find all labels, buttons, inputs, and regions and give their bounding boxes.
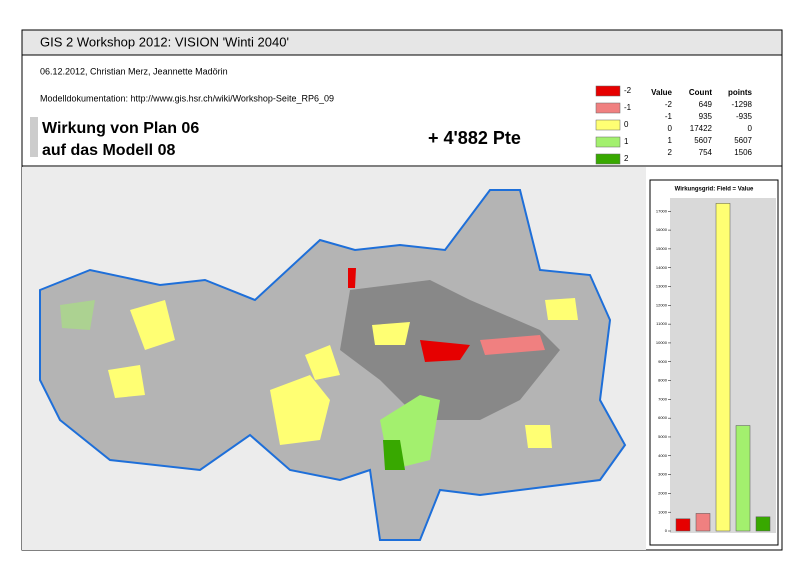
patch	[348, 268, 356, 288]
patch	[270, 375, 330, 445]
legend-label: 2	[624, 154, 629, 163]
legend-header: Count	[689, 88, 712, 97]
y-tick-label: 17000	[656, 208, 668, 213]
y-tick-label: 0	[665, 528, 668, 533]
y-tick-label: 10000	[656, 340, 668, 345]
legend-cell: 649	[699, 100, 713, 109]
bar	[675, 518, 691, 532]
legend-swatch	[595, 119, 621, 131]
authors: 06.12.2012, Christian Merz, Jeannette Ma…	[40, 66, 228, 76]
patch	[383, 440, 405, 470]
legend-label: -2	[624, 86, 632, 95]
y-tick-label: 14000	[656, 265, 668, 270]
legend-cell: 1506	[734, 148, 752, 157]
legend-cell: -1298	[732, 100, 753, 109]
patch	[305, 345, 340, 380]
legend-cell: -2	[665, 100, 673, 109]
legend-cell: 935	[699, 112, 713, 121]
legend-label: 0	[624, 120, 629, 129]
legend-cell: -935	[736, 112, 753, 121]
patch	[108, 365, 145, 398]
heading: Wirkung von Plan 06	[42, 120, 199, 137]
y-tick-label: 9000	[658, 359, 668, 364]
y-tick-label: 16000	[656, 227, 668, 232]
patch	[545, 298, 578, 320]
y-tick-label: 1000	[658, 509, 668, 514]
heading: auf das Modell 08	[42, 142, 175, 159]
legend-cell: 0	[748, 124, 753, 133]
legend-swatch	[595, 136, 621, 148]
histogram: Wirkungsgrid: Field = Value 0 1000 2000 300…	[649, 179, 779, 546]
title: GIS 2 Workshop 2012: VISION 'Winti 2040'	[40, 34, 289, 49]
legend-cell: 17422	[690, 124, 713, 133]
legend-cell: 2	[668, 148, 673, 157]
legend-swatch	[595, 85, 621, 97]
legend-cell: 5607	[694, 136, 712, 145]
legend-label: -1	[624, 103, 632, 112]
patch	[525, 425, 552, 448]
legend-cell: 754	[699, 148, 713, 157]
legend-swatch	[595, 102, 621, 114]
y-tick-label: 4000	[658, 453, 668, 458]
y-tick-label: 6000	[658, 415, 668, 420]
patch	[130, 300, 175, 350]
legend-cell: 1	[668, 136, 673, 145]
y-tick-label: 15000	[656, 246, 668, 251]
patch	[420, 340, 470, 362]
legend-swatch	[595, 153, 621, 165]
title-bar	[21, 29, 783, 56]
total: + 4'882 Pte	[428, 128, 521, 148]
map	[22, 167, 646, 550]
y-tick-label: 11000	[656, 321, 668, 326]
patch	[480, 335, 545, 355]
y-tick-label: 13000	[656, 284, 668, 289]
histogram-title: Wirkungsgrid: Field = Value	[675, 187, 754, 193]
patch	[372, 322, 410, 345]
patch	[60, 300, 95, 330]
y-tick-label: 3000	[658, 472, 668, 477]
legend: Value Count points -2 -2 649 -1298 -1 -1 935 -935 0…	[595, 85, 753, 165]
bar	[695, 513, 711, 532]
legend-label: 1	[624, 137, 629, 146]
legend-header: Value	[651, 88, 672, 97]
documentation: Modelldokumentation: http://www.gis.hsr.…	[40, 93, 334, 103]
legend-cell: 0	[668, 124, 673, 133]
legend-cell: -1	[665, 112, 673, 121]
heading-bar	[30, 117, 38, 157]
bar	[735, 425, 751, 532]
y-tick-label: 7000	[658, 396, 668, 401]
bar	[715, 203, 731, 532]
y-tick-label: 12000	[656, 302, 668, 307]
y-tick-label: 8000	[658, 378, 668, 383]
legend-cell: 5607	[734, 136, 752, 145]
legend-header: points	[728, 88, 753, 97]
bar	[755, 516, 771, 532]
y-tick-label: 2000	[658, 490, 668, 495]
y-tick-label: 5000	[658, 434, 668, 439]
